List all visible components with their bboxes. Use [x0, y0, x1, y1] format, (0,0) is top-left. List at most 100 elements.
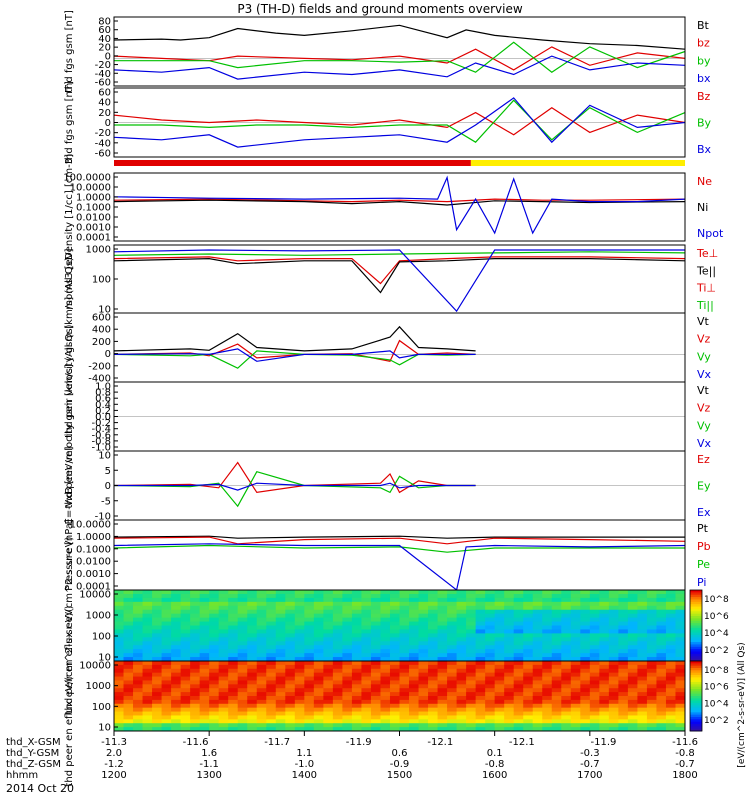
- heatmap-cell: [618, 597, 629, 603]
- heatmap-cell: [199, 661, 210, 666]
- series-line-Pe: [113, 544, 685, 553]
- heatmap-cell: [475, 649, 486, 654]
- y-tick-label: 0: [105, 349, 111, 360]
- heatmap-cell: [494, 593, 505, 599]
- heatmap-cell: [114, 668, 125, 674]
- heatmap-cell: [437, 688, 448, 693]
- heatmap-cell: [523, 593, 534, 599]
- heatmap-cell: [646, 703, 657, 709]
- heatmap-cell: [580, 668, 591, 674]
- heatmap-cell: [247, 688, 258, 693]
- heatmap-cell: [418, 707, 429, 713]
- heatmap-cell: [123, 629, 134, 634]
- heatmap-cell: [180, 593, 191, 599]
- heatmap-cell: [608, 621, 619, 626]
- colorbar-10: 10^810^610^410^2: [689, 660, 729, 732]
- heatmap-cell: [627, 621, 638, 626]
- heatmap-cell: [570, 672, 581, 678]
- heatmap-cell: [313, 625, 324, 630]
- heatmap-cell: [551, 699, 562, 705]
- heatmap-cell: [532, 601, 543, 607]
- heatmap-cell: [475, 653, 486, 658]
- heatmap-cell: [361, 645, 372, 650]
- heatmap-cell: [114, 680, 125, 685]
- heatmap-cell: [570, 727, 581, 732]
- heatmap-cell: [542, 649, 553, 654]
- heatmap-cell: [637, 613, 648, 619]
- heatmap-cell: [190, 684, 201, 689]
- heatmap-cell: [323, 637, 334, 642]
- heatmap-cell: [294, 661, 305, 666]
- heatmap-cell: [209, 715, 220, 720]
- colorbar-step: [690, 728, 702, 732]
- heatmap-cell: [475, 684, 486, 689]
- heatmap-cell: [266, 613, 277, 619]
- heatmap-cell: [494, 605, 505, 611]
- heatmap-cell: [561, 629, 572, 634]
- heatmap-cell: [665, 672, 676, 678]
- heatmap-cell: [180, 605, 191, 611]
- heatmap-cell: [351, 609, 362, 615]
- heatmap-cell: [123, 672, 134, 678]
- heatmap-cell: [199, 664, 210, 670]
- heatmap-cell: [285, 653, 296, 658]
- heatmap-cell: [599, 593, 610, 599]
- heatmap-cell: [114, 688, 125, 693]
- heatmap-cell: [180, 715, 191, 720]
- heatmap-cell: [675, 657, 686, 662]
- heatmap-cell: [389, 617, 400, 623]
- heatmap-cell: [428, 645, 439, 650]
- heatmap-cell: [133, 605, 144, 611]
- heatmap-cell: [380, 668, 391, 674]
- heatmap-cell: [466, 645, 477, 650]
- y-axis-label: thd fgs gsm [nT]: [64, 81, 75, 164]
- heatmap-cell: [542, 707, 553, 713]
- heatmap-cell: [485, 707, 496, 713]
- heatmap-cell: [332, 617, 343, 623]
- heatmap-cell: [580, 688, 591, 693]
- heatmap-cell: [294, 696, 305, 701]
- heatmap-cell: [466, 590, 477, 595]
- heatmap-cell: [228, 609, 239, 615]
- heatmap-cell: [637, 684, 648, 689]
- heatmap-cell: [646, 684, 657, 689]
- heatmap-cell: [542, 609, 553, 615]
- heatmap-cell: [580, 672, 591, 678]
- heatmap-cell: [570, 621, 581, 626]
- colorbar-tick-label: 10^6: [704, 612, 729, 622]
- heatmap-cell: [123, 657, 134, 662]
- heatmap-cell: [466, 661, 477, 666]
- time-axis-value: -11.9: [590, 737, 616, 748]
- heatmap-cell: [332, 613, 343, 619]
- heatmap-cell: [513, 680, 524, 685]
- heatmap-cell: [152, 593, 163, 599]
- heatmap-cell: [656, 668, 667, 674]
- heatmap-cell: [389, 641, 400, 646]
- heatmap-cell: [370, 657, 381, 662]
- heatmap-cell: [199, 605, 210, 611]
- heatmap-cell: [294, 597, 305, 603]
- heatmap-cell: [218, 609, 229, 615]
- heatmap-cell: [447, 645, 458, 650]
- heatmap-cell: [675, 645, 686, 650]
- heatmap-cell: [551, 703, 562, 709]
- heatmap-cell: [323, 664, 334, 670]
- heatmap-cell: [304, 590, 315, 595]
- heatmap-cell: [123, 625, 134, 630]
- heatmap-cell: [399, 696, 410, 701]
- heatmap-cell: [361, 641, 372, 646]
- heatmap-cell: [190, 593, 201, 599]
- heatmap-cell: [114, 625, 125, 630]
- heatmap-cell: [551, 657, 562, 662]
- heatmap-cell: [409, 680, 420, 685]
- heatmap-cell: [370, 621, 381, 626]
- heatmap-cell: [304, 601, 315, 607]
- heatmap-cell: [342, 723, 353, 728]
- heatmap-cell: [228, 617, 239, 623]
- heatmap-cell: [323, 645, 334, 650]
- series-line-Te||: [113, 257, 686, 294]
- series-line-Vz: [113, 339, 476, 362]
- heatmap-cell: [542, 657, 553, 662]
- y-tick-label: 400: [92, 325, 111, 336]
- heatmap-cell: [675, 649, 686, 654]
